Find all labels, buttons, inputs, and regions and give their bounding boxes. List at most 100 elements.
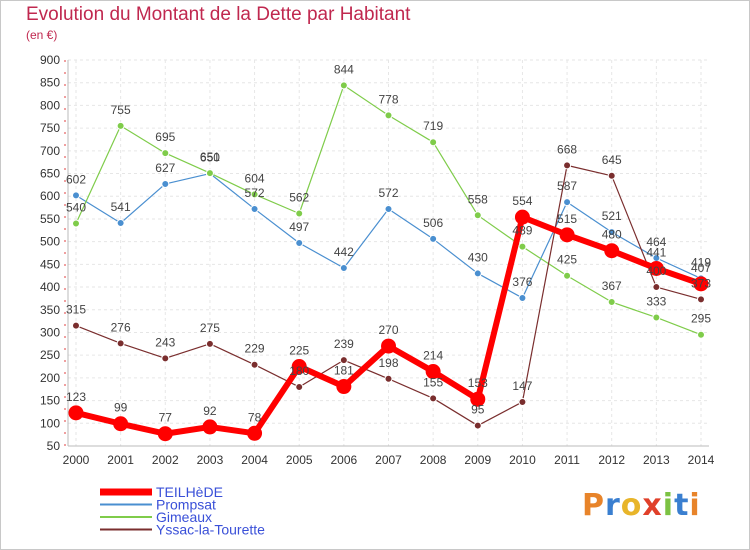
data-label: 225 bbox=[289, 344, 309, 358]
logo-letter: x bbox=[642, 488, 663, 523]
data-point bbox=[473, 269, 482, 278]
data-label: 651 bbox=[200, 150, 220, 164]
legend-label: Gimeaux bbox=[156, 509, 212, 525]
data-label: 541 bbox=[111, 200, 131, 214]
data-point bbox=[563, 271, 572, 280]
data-label: 419 bbox=[691, 255, 711, 269]
data-label: 506 bbox=[423, 216, 443, 230]
data-label: 92 bbox=[203, 404, 217, 418]
y-tick-label: 500 bbox=[40, 235, 60, 249]
x-tick-label: 2005 bbox=[286, 453, 313, 467]
data-label: 400 bbox=[646, 264, 666, 278]
data-point bbox=[429, 394, 438, 403]
data-point bbox=[473, 421, 482, 430]
data-label: 270 bbox=[378, 323, 398, 337]
data-label: 430 bbox=[468, 250, 488, 264]
data-point bbox=[563, 198, 572, 207]
y-tick-label: 150 bbox=[40, 394, 60, 408]
data-label: 558 bbox=[468, 192, 488, 206]
y-tick-label: 850 bbox=[40, 76, 60, 90]
logo-letter: P bbox=[582, 488, 605, 523]
x-tick-label: 2001 bbox=[107, 453, 134, 467]
data-label: 627 bbox=[155, 161, 175, 175]
data-label: 778 bbox=[378, 92, 398, 106]
data-point bbox=[652, 283, 661, 292]
data-label: 147 bbox=[512, 379, 532, 393]
data-point bbox=[648, 260, 664, 276]
data-point bbox=[652, 313, 661, 322]
data-point bbox=[295, 209, 304, 218]
data-point bbox=[559, 227, 575, 243]
data-label: 515 bbox=[557, 212, 577, 226]
data-label: 587 bbox=[557, 179, 577, 193]
x-tick-label: 2004 bbox=[241, 453, 268, 467]
logo-letter: i bbox=[662, 488, 675, 523]
data-point bbox=[473, 211, 482, 220]
data-label: 668 bbox=[557, 142, 577, 156]
logo-letter: i bbox=[689, 488, 701, 523]
data-label: 554 bbox=[512, 194, 532, 208]
data-point bbox=[381, 338, 396, 354]
x-tick-label: 2013 bbox=[643, 453, 670, 467]
data-label: 376 bbox=[512, 275, 532, 289]
data-point bbox=[563, 161, 572, 170]
data-point bbox=[429, 234, 438, 243]
legend-label: TEILHèDE bbox=[156, 484, 223, 500]
x-tick-label: 2009 bbox=[464, 453, 491, 467]
data-label: 489 bbox=[512, 224, 532, 238]
data-point bbox=[697, 295, 705, 304]
y-tick-label: 250 bbox=[40, 348, 60, 362]
data-label: 521 bbox=[602, 209, 622, 223]
data-label: 373 bbox=[691, 276, 711, 290]
data-label: 181 bbox=[334, 364, 354, 378]
data-point bbox=[250, 360, 259, 369]
data-label: 239 bbox=[334, 337, 354, 351]
data-point bbox=[205, 339, 214, 348]
y-tick-label: 650 bbox=[40, 167, 60, 181]
data-label: 540 bbox=[66, 200, 86, 214]
y-tick-label: 50 bbox=[47, 439, 61, 453]
data-label: 78 bbox=[248, 410, 262, 424]
data-point bbox=[161, 354, 170, 363]
data-label: 407 bbox=[691, 261, 711, 275]
data-label: 562 bbox=[289, 190, 309, 204]
data-point bbox=[116, 121, 125, 130]
y-tick-label: 700 bbox=[40, 144, 60, 158]
y-tick-label: 100 bbox=[40, 416, 60, 430]
x-tick-label: 2012 bbox=[598, 453, 625, 467]
legend-label: Yssac-la-Tourette bbox=[156, 522, 265, 538]
data-point bbox=[161, 179, 170, 188]
data-label: 497 bbox=[289, 220, 309, 234]
data-point bbox=[607, 228, 616, 237]
data-point bbox=[604, 243, 620, 259]
data-label: 441 bbox=[646, 245, 666, 259]
y-tick-label: 800 bbox=[40, 98, 60, 112]
x-tick-label: 2006 bbox=[331, 453, 358, 467]
data-point bbox=[72, 191, 80, 200]
chart-title: Evolution du Montant de la Dette par Hab… bbox=[26, 4, 411, 25]
data-point bbox=[514, 209, 530, 225]
data-point bbox=[72, 219, 80, 228]
data-point bbox=[339, 356, 348, 365]
data-label: 367 bbox=[602, 279, 622, 293]
data-label: 464 bbox=[646, 235, 666, 249]
data-point bbox=[116, 219, 125, 228]
data-label: 572 bbox=[245, 186, 265, 200]
data-label: 844 bbox=[334, 62, 354, 76]
data-label: 99 bbox=[114, 401, 128, 415]
data-point bbox=[291, 359, 307, 375]
data-point bbox=[72, 321, 80, 330]
data-label: 77 bbox=[159, 411, 173, 425]
y-tick-label: 900 bbox=[40, 53, 60, 67]
data-point bbox=[205, 169, 214, 178]
data-point bbox=[518, 242, 527, 251]
x-tick-label: 2014 bbox=[688, 453, 715, 467]
data-point bbox=[339, 263, 348, 272]
data-label: 275 bbox=[200, 321, 220, 335]
data-point bbox=[697, 330, 705, 339]
y-tick-label: 750 bbox=[40, 121, 60, 135]
data-point bbox=[339, 81, 348, 90]
data-point bbox=[116, 339, 125, 348]
data-label: 95 bbox=[471, 403, 485, 417]
